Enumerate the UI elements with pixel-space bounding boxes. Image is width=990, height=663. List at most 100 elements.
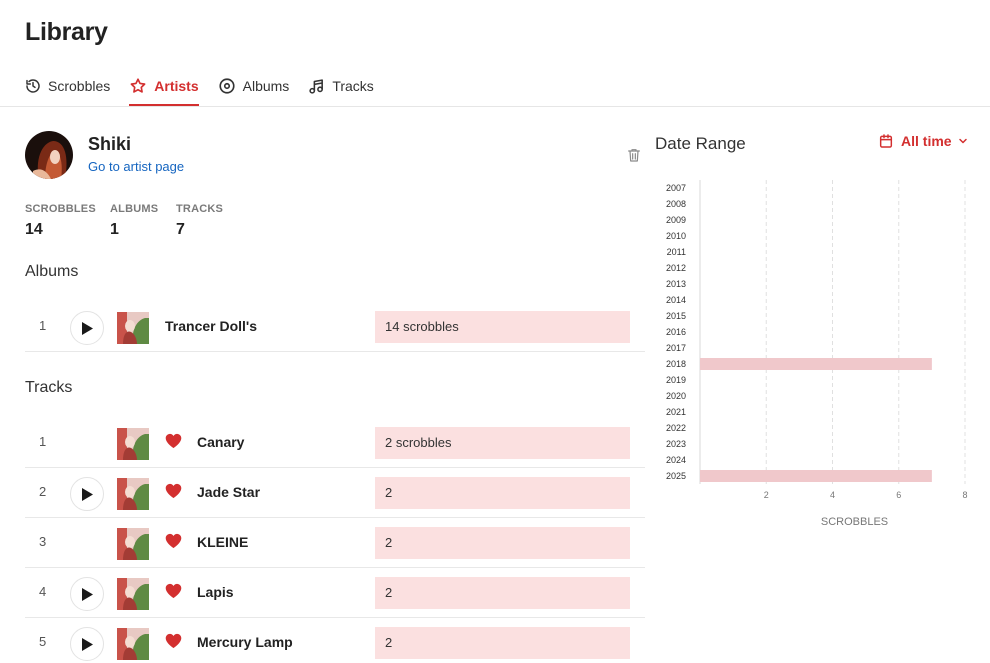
scrobble-count-bar: 14 scrobbles — [375, 311, 630, 343]
chart-y-tick-label: 2013 — [666, 279, 686, 289]
library-tabs: Scrobbles Artists Albums Tracks — [25, 66, 393, 106]
play-icon — [82, 487, 93, 501]
tracks-row[interactable]: 3 KLEINE 2 — [25, 518, 645, 568]
albums-row[interactable]: 1 Trancer Doll's 14 scrobbles — [25, 302, 645, 352]
chart-y-tick-label: 2010 — [666, 231, 686, 241]
tracks-row[interactable]: 1 Canary 2 scrobbles — [25, 418, 645, 468]
chart-y-tick-label: 2015 — [666, 311, 686, 321]
row-index: 2 — [39, 484, 47, 499]
chart-y-tick-label: 2022 — [666, 423, 686, 433]
chart-y-tick-label: 2016 — [666, 327, 686, 337]
track-name[interactable]: Lapis — [197, 584, 234, 600]
scrobble-count-bar: 2 — [375, 477, 630, 509]
date-range-chart: 2 4 6 8 2007 2008 2009 2010 2011 2012 2013 2014 2015… — [666, 180, 968, 528]
row-index: 1 — [39, 318, 47, 333]
track-name[interactable]: Canary — [197, 434, 245, 450]
track-name[interactable]: Jade Star — [197, 484, 261, 500]
tab-artists[interactable]: Artists — [129, 66, 199, 106]
history-icon — [26, 79, 40, 93]
row-index: 5 — [39, 634, 47, 649]
play-icon — [82, 321, 93, 335]
chart-y-tick-label: 2021 — [666, 407, 686, 417]
chart-x-tick-label: 2 — [764, 490, 769, 500]
play-button[interactable] — [70, 477, 104, 511]
row-index: 1 — [39, 434, 47, 449]
album-name[interactable]: Trancer Doll's — [165, 318, 258, 334]
play-button[interactable] — [70, 577, 104, 611]
chart-y-tick-label: 2012 — [666, 263, 686, 273]
date-range-value: All time — [901, 133, 952, 149]
stat-label: TRACKS — [176, 203, 224, 215]
stat-value: 7 — [176, 221, 185, 238]
heart-icon[interactable] — [165, 483, 182, 499]
date-range-select[interactable]: All time — [878, 133, 969, 149]
chart-y-tick-label: 2008 — [666, 199, 686, 209]
chart-y-tick-label: 2011 — [667, 247, 686, 257]
scrobble-count-bar: 2 — [375, 577, 630, 609]
chart-y-tick-label: 2024 — [666, 455, 686, 465]
album-cover — [117, 428, 149, 460]
stat-value: 14 — [25, 221, 43, 238]
artist-avatar — [25, 131, 73, 179]
artist-name: Shiki — [88, 134, 132, 154]
track-name[interactable]: Mercury Lamp — [197, 634, 293, 650]
tracks-row[interactable]: 5 Mercury Lamp 2 — [25, 618, 645, 663]
stat-albums: ALBUMS 1 — [110, 203, 158, 239]
heart-icon[interactable] — [165, 633, 182, 649]
chart-x-tick-label: 6 — [896, 490, 901, 500]
play-button[interactable] — [70, 627, 104, 661]
music-note-icon — [309, 78, 324, 94]
chart-y-tick-label: 2007 — [666, 183, 686, 193]
disc-icon — [219, 78, 235, 94]
scrobble-count-bar: 2 scrobbles — [375, 427, 630, 459]
chart-y-tick-label: 2020 — [666, 391, 686, 401]
chart-y-tick-label: 2023 — [666, 439, 686, 449]
artist-page-link[interactable]: Go to artist page — [88, 159, 185, 174]
chart-y-tick-label: 2017 — [666, 343, 686, 353]
stat-label: ALBUMS — [110, 203, 159, 215]
tab-scrobbles[interactable]: Scrobbles — [25, 66, 110, 106]
tab-label: Scrobbles — [48, 78, 111, 94]
stat-label: SCROBBLES — [25, 203, 96, 215]
heart-icon[interactable] — [165, 533, 182, 549]
tab-albums[interactable]: Albums — [218, 66, 290, 106]
chart-x-tick-label: 4 — [830, 490, 835, 500]
album-cover — [117, 312, 149, 344]
calendar-icon — [879, 134, 893, 148]
chart-x-tick-label: 8 — [962, 490, 967, 500]
star-icon — [130, 78, 146, 93]
album-cover — [117, 578, 149, 610]
tab-tracks[interactable]: Tracks — [308, 66, 374, 106]
track-name[interactable]: KLEINE — [197, 534, 249, 550]
trash-icon[interactable] — [626, 146, 642, 164]
scrobble-count-bar: 2 — [375, 627, 630, 659]
page-title: Library — [25, 18, 108, 46]
heart-icon[interactable] — [165, 583, 182, 599]
chart-bar — [700, 358, 932, 370]
tracks-row[interactable]: 2 Jade Star 2 — [25, 468, 645, 518]
play-button[interactable] — [70, 311, 104, 345]
play-icon — [82, 587, 93, 601]
scrobble-count-bar: 2 — [375, 527, 630, 559]
row-index: 4 — [39, 584, 47, 599]
tabs-divider — [0, 106, 990, 107]
tab-label: Albums — [242, 78, 290, 94]
tracks-row[interactable]: 4 Lapis 2 — [25, 568, 645, 618]
chart-y-tick-label: 2019 — [666, 375, 686, 385]
tracks-section-title: Tracks — [25, 379, 73, 396]
tab-label: Artists — [154, 78, 199, 94]
chart-y-tick-label: 2014 — [666, 295, 686, 305]
chart-bar — [700, 470, 932, 482]
stat-value: 1 — [110, 221, 119, 238]
stat-tracks: TRACKS 7 — [176, 203, 223, 239]
play-icon — [82, 637, 93, 651]
chart-y-tick-label: 2018 — [666, 359, 686, 369]
date-range-title: Date Range — [655, 134, 746, 153]
album-cover — [117, 528, 149, 560]
albums-section-title: Albums — [25, 263, 79, 280]
heart-icon[interactable] — [165, 433, 182, 449]
row-index: 3 — [39, 534, 47, 549]
album-cover — [117, 628, 149, 660]
tab-label: Tracks — [332, 78, 374, 94]
album-cover — [117, 478, 149, 510]
